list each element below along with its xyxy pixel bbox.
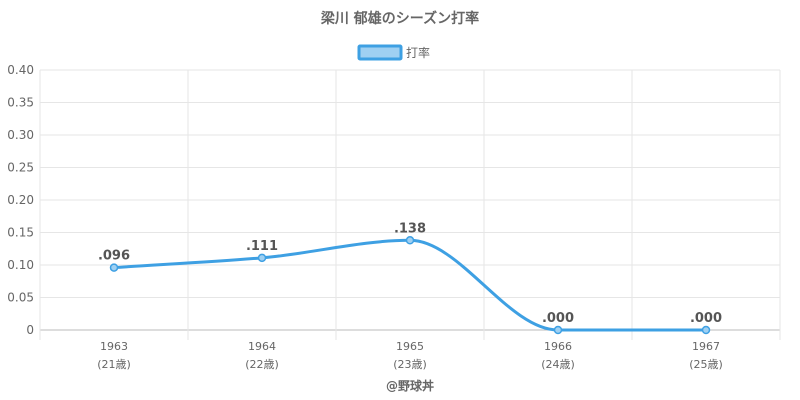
x-tick-sublabel: (25歳) bbox=[689, 358, 723, 371]
x-tick-sublabel: (21歳) bbox=[97, 358, 131, 371]
data-label: .138 bbox=[394, 221, 426, 236]
y-tick-label: 0.20 bbox=[7, 193, 34, 207]
chart-title: 梁川 郁雄のシーズン打率 bbox=[320, 10, 479, 27]
x-tick-label: 1963 bbox=[100, 340, 128, 353]
legend-label: 打率 bbox=[406, 45, 430, 60]
y-tick-label: 0.40 bbox=[7, 63, 34, 77]
y-tick-label: 0 bbox=[26, 323, 34, 337]
series-batting-average bbox=[113, 238, 706, 332]
y-tick-label: 0.30 bbox=[7, 128, 34, 142]
grid bbox=[39, 69, 781, 340]
y-tick-label: 0.15 bbox=[7, 226, 34, 240]
series-line bbox=[113, 238, 706, 332]
y-tick-label: 0.05 bbox=[7, 291, 34, 305]
x-tick-label: 1965 bbox=[396, 340, 424, 353]
x-tick-sublabel: (23歳) bbox=[393, 358, 427, 371]
x-tick-sublabel: (22歳) bbox=[245, 358, 279, 371]
credit-label: @野球丼 bbox=[386, 378, 434, 393]
data-label: .111 bbox=[246, 239, 278, 254]
data-label: .096 bbox=[98, 249, 130, 264]
y-tick-label: 0.10 bbox=[7, 258, 34, 272]
data-label: .000 bbox=[542, 311, 574, 326]
data-points bbox=[109, 236, 711, 335]
data-point[interactable] bbox=[109, 263, 119, 272]
legend-swatch bbox=[357, 44, 403, 61]
y-tick-label: 0.25 bbox=[7, 161, 34, 175]
y-tick-label: 0.35 bbox=[7, 96, 34, 110]
data-point[interactable] bbox=[701, 325, 711, 335]
data-point[interactable] bbox=[257, 253, 267, 263]
data-label: .000 bbox=[690, 311, 722, 326]
data-point[interactable] bbox=[405, 236, 415, 245]
x-tick-sublabel: (24歳) bbox=[541, 358, 575, 371]
x-tick-label: 1966 bbox=[544, 340, 572, 353]
legend[interactable]: 打率 bbox=[357, 44, 430, 61]
data-labels: .096 .111 .138 .000 .000 bbox=[98, 221, 722, 326]
y-axis: 0 0.05 0.10 0.15 0.20 0.25 0.30 0.35 0.40 bbox=[7, 63, 34, 337]
x-axis: 1963 (21歳) 1964 (22歳) 1965 (23歳) 1966 (24歳) 1967… bbox=[97, 340, 723, 371]
x-tick-label: 1967 bbox=[692, 340, 720, 353]
x-tick-label: 1964 bbox=[248, 340, 276, 353]
data-point[interactable] bbox=[553, 325, 563, 335]
